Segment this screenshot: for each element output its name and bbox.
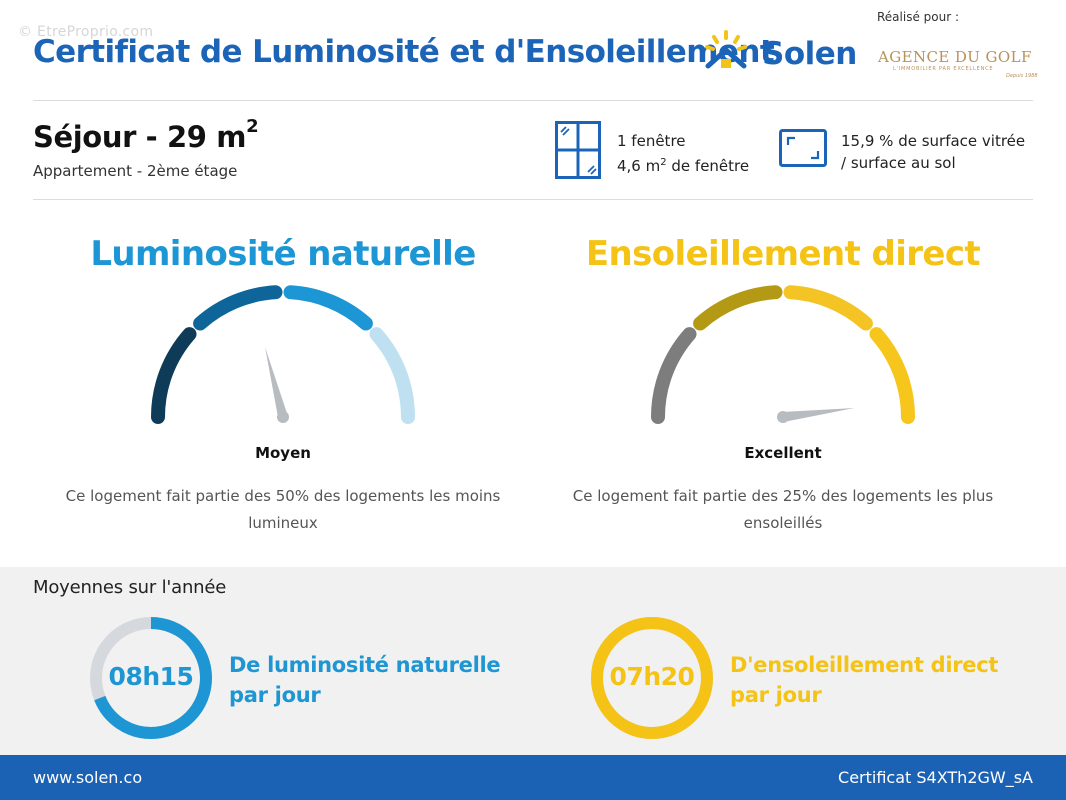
window-area: 4,6 m2 de fenêtre (617, 157, 750, 175)
caption-line: par jour (730, 683, 822, 707)
glazed-ratio-line2: / surface au sol (841, 154, 956, 172)
window-count: 1 fenêtre (617, 132, 686, 150)
sunshine-gauge (651, 285, 915, 424)
gauge-segment (193, 285, 283, 331)
gauge-needle (782, 408, 855, 422)
sunshine-hours-caption: D'ensoleillement direct par jour (730, 650, 998, 710)
caption-line: De luminosité naturelle (229, 653, 501, 677)
watermark: © EtreProprio.com (18, 24, 154, 40)
gauge-segment (283, 285, 373, 331)
gauge-segment (151, 327, 197, 424)
caption-line: par jour (229, 683, 321, 707)
luminosity-level: Moyen (255, 444, 311, 462)
sunshine-hours: 07h20 (609, 662, 695, 691)
sun-house-icon (705, 30, 747, 69)
gauge-needle (265, 347, 288, 419)
ring-progress (591, 617, 713, 739)
agency-logo-name: AGENCE DU GOLF (878, 48, 1032, 66)
gauge-segment (783, 285, 873, 331)
room-location: Appartement - 2ème étage (33, 162, 238, 180)
solen-logo (704, 28, 864, 78)
luminosity-description: Ce logement fait partie des 50% des loge… (65, 487, 501, 532)
gauge-segment (369, 327, 415, 424)
glazed-surface-icon (779, 129, 827, 167)
gauge-segment (869, 327, 915, 424)
made-for-label: Réalisé pour : (877, 10, 960, 24)
gauge-segment (693, 285, 783, 331)
luminosity-hours-caption: De luminosité naturelle par jour (229, 650, 501, 710)
divider (33, 100, 1033, 101)
window-icon (555, 121, 601, 179)
agency-logo-tagline: L'IMMOBILIER PAR EXCELLENCE (893, 66, 994, 72)
solen-website-link[interactable]: www.solen.co (33, 768, 143, 787)
luminosity-title: Luminosité naturelle (90, 234, 476, 274)
glazed-ratio-info: 15,9 % de surface vitrée / surface au so… (841, 130, 1041, 174)
averages-title: Moyennes sur l'année (33, 577, 227, 598)
luminosity-hours: 08h15 (108, 662, 194, 691)
sunshine-description: Ce logement fait partie des 25% des loge… (572, 487, 994, 532)
ring-progress (90, 617, 212, 739)
gauge-segment (651, 327, 697, 424)
caption-line: D'ensoleillement direct (730, 653, 999, 677)
divider (33, 199, 1033, 200)
luminosity-gauge (151, 285, 415, 424)
gauge-needle-hub (777, 411, 789, 423)
agency-logo-year: Depuis 1988 (1006, 73, 1038, 79)
certificate-id: Certificat S4XTh2GW_sA (838, 768, 1033, 787)
sunshine-title: Ensoleillement direct (585, 234, 981, 274)
page-title: Certificat de Luminosité et d'Ensoleille… (33, 34, 775, 70)
sunshine-level: Excellent (744, 444, 822, 462)
window-info: 1 fenêtre 4,6 m2 de fenêtre (617, 130, 749, 177)
glazed-ratio-line1: 15,9 % de surface vitrée (841, 132, 1026, 150)
gauge-needle-hub (277, 411, 289, 423)
sunshine-ring (591, 617, 713, 739)
footer (0, 755, 1066, 800)
solen-brand-name: Solen (762, 36, 857, 72)
room-title: Séjour - 29 m2 (33, 116, 259, 154)
luminosity-ring (90, 617, 212, 739)
